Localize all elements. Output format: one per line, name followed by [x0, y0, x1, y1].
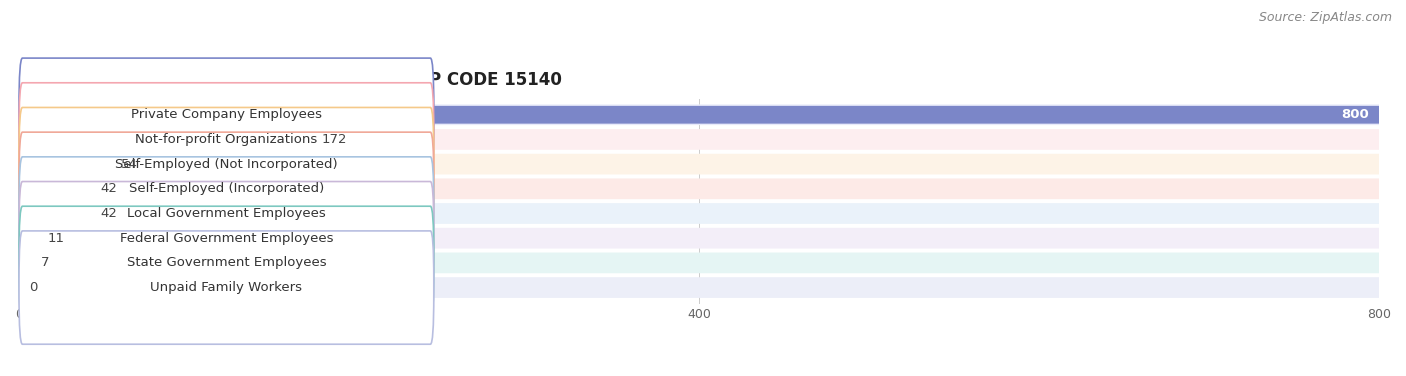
- Text: 54: 54: [121, 158, 138, 171]
- FancyBboxPatch shape: [20, 277, 1379, 298]
- Text: Private Company Employees: Private Company Employees: [131, 108, 322, 121]
- FancyBboxPatch shape: [20, 231, 434, 344]
- FancyBboxPatch shape: [20, 253, 1379, 273]
- FancyBboxPatch shape: [20, 105, 1379, 125]
- Text: EMPLOYMENT BY CLASS OF EMPLOYER IN ZIP CODE 15140: EMPLOYMENT BY CLASS OF EMPLOYER IN ZIP C…: [20, 71, 562, 89]
- Text: Federal Government Employees: Federal Government Employees: [120, 232, 333, 245]
- FancyBboxPatch shape: [20, 58, 434, 171]
- FancyBboxPatch shape: [20, 228, 1379, 249]
- Text: 800: 800: [1341, 108, 1369, 121]
- FancyBboxPatch shape: [20, 130, 311, 148]
- FancyBboxPatch shape: [20, 132, 434, 246]
- Text: Self-Employed (Not Incorporated): Self-Employed (Not Incorporated): [115, 158, 337, 171]
- FancyBboxPatch shape: [20, 108, 434, 221]
- FancyBboxPatch shape: [20, 157, 434, 270]
- Text: 7: 7: [41, 256, 49, 269]
- FancyBboxPatch shape: [20, 155, 111, 173]
- Text: Local Government Employees: Local Government Employees: [127, 207, 326, 220]
- Text: 11: 11: [48, 232, 65, 245]
- FancyBboxPatch shape: [20, 83, 434, 196]
- FancyBboxPatch shape: [20, 205, 90, 222]
- FancyBboxPatch shape: [20, 203, 1379, 224]
- Text: 172: 172: [322, 133, 347, 146]
- FancyBboxPatch shape: [20, 180, 90, 198]
- FancyBboxPatch shape: [20, 129, 1379, 150]
- Text: Source: ZipAtlas.com: Source: ZipAtlas.com: [1258, 11, 1392, 24]
- Text: Unpaid Family Workers: Unpaid Family Workers: [150, 281, 302, 294]
- Text: 42: 42: [101, 207, 118, 220]
- FancyBboxPatch shape: [20, 154, 1379, 174]
- FancyBboxPatch shape: [20, 229, 38, 247]
- FancyBboxPatch shape: [20, 179, 1379, 199]
- FancyBboxPatch shape: [20, 182, 434, 295]
- FancyBboxPatch shape: [20, 106, 1379, 124]
- Text: State Government Employees: State Government Employees: [127, 256, 326, 269]
- Text: 0: 0: [30, 281, 38, 294]
- Text: Self-Employed (Incorporated): Self-Employed (Incorporated): [129, 182, 323, 195]
- Text: Not-for-profit Organizations: Not-for-profit Organizations: [135, 133, 318, 146]
- FancyBboxPatch shape: [20, 254, 31, 272]
- Text: 42: 42: [101, 182, 118, 195]
- FancyBboxPatch shape: [20, 206, 434, 320]
